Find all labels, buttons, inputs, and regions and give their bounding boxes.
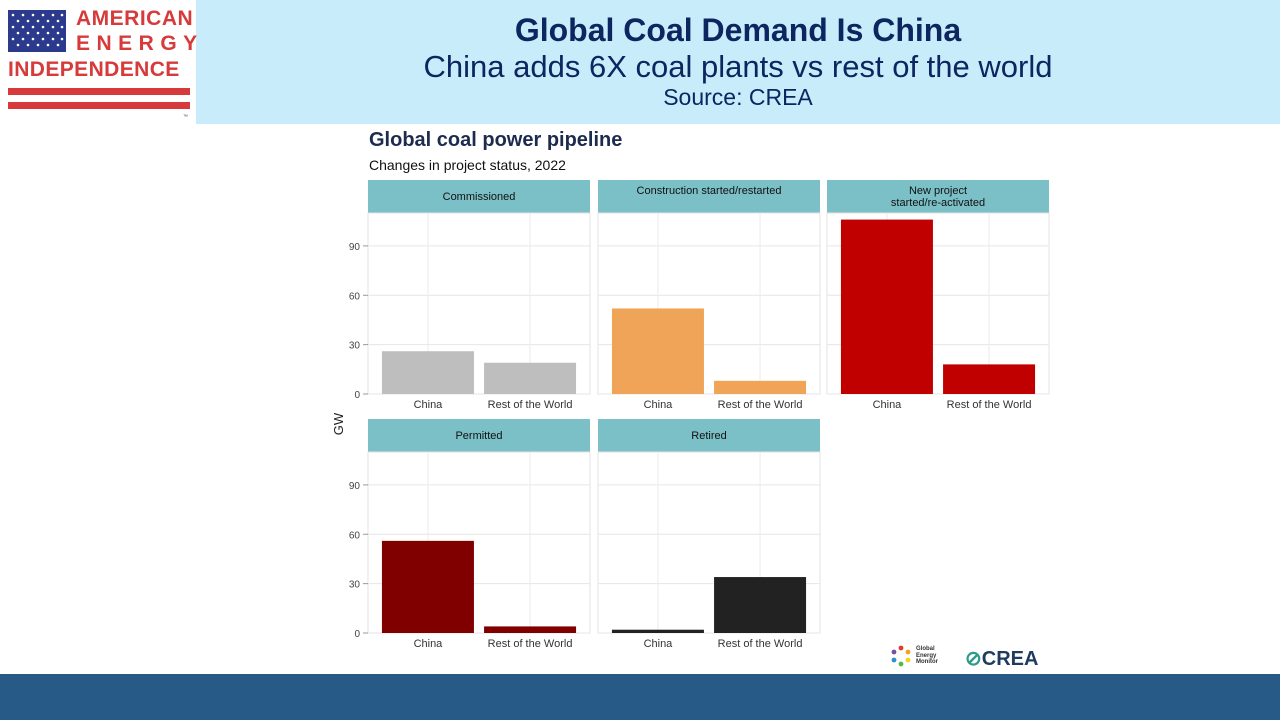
x-tick-label: Rest of the World xyxy=(947,399,1032,411)
x-tick-label: Rest of the World xyxy=(718,638,803,650)
global-energy-monitor-icon xyxy=(891,645,911,667)
y-tick-label: 90 xyxy=(349,242,361,253)
logo-line-american: AMERICAN xyxy=(76,7,194,30)
gem-logo-text: Global Energy Monitor xyxy=(916,646,938,666)
coal-pipeline-chart: Commissioned China Rest of the World Constr… xyxy=(331,180,1050,650)
bar xyxy=(943,364,1036,394)
y-tick-label: 0 xyxy=(354,390,360,401)
y-tick-label: 0 xyxy=(354,629,360,640)
panel-strip xyxy=(598,180,820,213)
x-tick-label: China xyxy=(873,399,903,411)
panel-strip-label: New project xyxy=(909,185,967,197)
bar xyxy=(484,626,577,633)
bar xyxy=(840,219,933,394)
logo-line-independence: INDEPENDENCE xyxy=(8,58,180,81)
bar xyxy=(714,577,807,633)
panel-strip xyxy=(598,419,820,452)
panel-strip-label: started/re-activated xyxy=(891,197,985,209)
y-axis-title: GW xyxy=(331,412,346,435)
slide-header xyxy=(0,0,1280,124)
chart-subtitle: Changes in project status, 2022 xyxy=(369,157,566,173)
panel-strip xyxy=(368,419,590,452)
slide-title: Global Coal Demand Is China xyxy=(514,12,962,48)
panel-strip-label: Permitted xyxy=(455,430,502,442)
crea-logo: ⊘CREA xyxy=(965,646,1038,671)
x-tick-label: Rest of the World xyxy=(718,399,803,411)
logo-stripe xyxy=(8,102,190,109)
panel-strip-label: Retired xyxy=(691,430,726,442)
trademark-symbol: ™ xyxy=(183,114,188,120)
slide-source: Source: CREA xyxy=(663,84,813,110)
slide-footer-bar xyxy=(0,674,1280,720)
bar xyxy=(484,362,577,394)
y-tick-label: 60 xyxy=(349,530,361,541)
y-tick-label: 30 xyxy=(349,580,361,591)
slide-subtitle: China adds 6X coal plants vs rest of the… xyxy=(423,49,1053,84)
gem-logo-line: Global xyxy=(916,646,935,652)
panel-strip-label: Construction started/restarted xyxy=(637,185,782,197)
bar xyxy=(714,380,807,394)
logo-line-energy: ENERGY xyxy=(76,32,204,55)
logo-stripe xyxy=(8,88,190,95)
panel-strip-label: Commissioned xyxy=(443,191,516,203)
brand-logo: AMERICAN ENERGY INDEPENDENCE ™ xyxy=(0,0,197,124)
panel-strip xyxy=(827,180,1049,213)
us-flag-icon xyxy=(8,10,66,52)
crea-logo-text: CREA xyxy=(981,648,1039,670)
x-tick-label: China xyxy=(414,399,444,411)
chart-title: Global coal power pipeline xyxy=(369,129,623,151)
bar xyxy=(381,540,474,633)
y-tick-label: 30 xyxy=(349,341,361,352)
gem-logo-line: Monitor xyxy=(916,659,938,665)
gem-logo-line: Energy xyxy=(916,652,937,659)
bar xyxy=(611,629,704,633)
y-tick-label: 60 xyxy=(349,291,361,302)
x-tick-label: China xyxy=(644,399,674,411)
x-tick-label: Rest of the World xyxy=(488,638,573,650)
panel-strip xyxy=(368,180,590,213)
x-tick-label: China xyxy=(644,638,674,650)
bar xyxy=(611,308,704,394)
y-tick-label: 90 xyxy=(349,481,361,492)
crea-mark-icon: ⊘ xyxy=(965,648,982,670)
x-tick-label: China xyxy=(414,638,444,650)
bar xyxy=(381,351,474,394)
x-tick-label: Rest of the World xyxy=(488,399,573,411)
